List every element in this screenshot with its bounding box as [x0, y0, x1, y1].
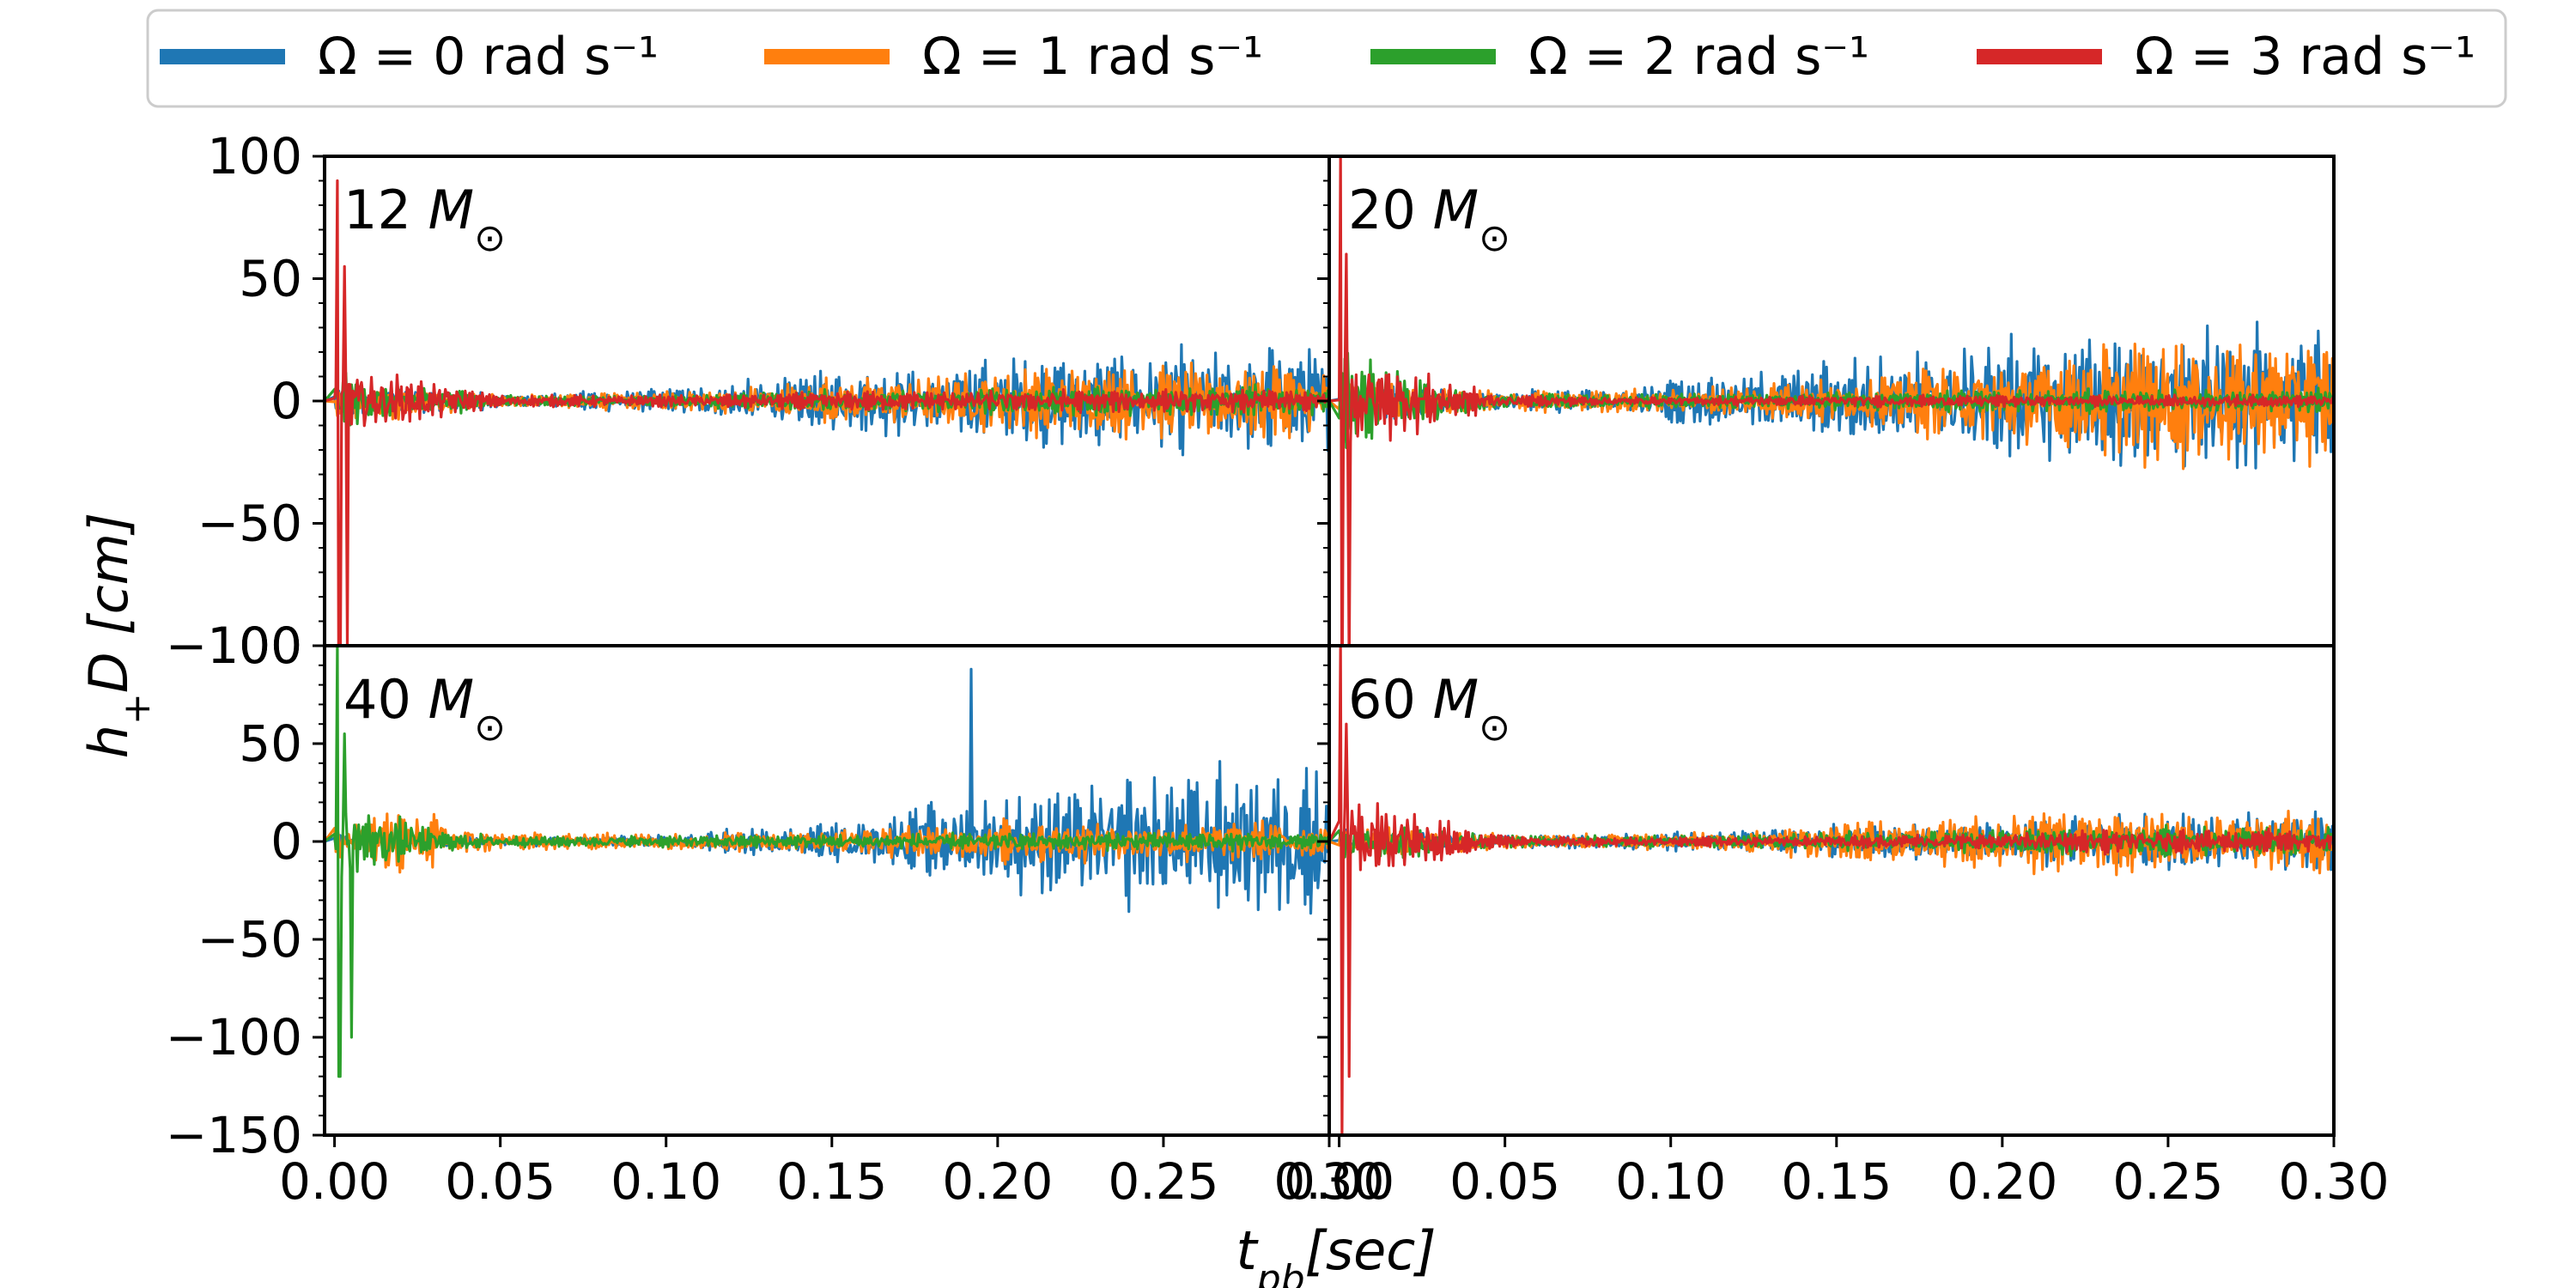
series-line-omega-3	[1329, 156, 2334, 646]
x-tick-label: 0.00	[279, 1152, 390, 1211]
series-line-omega-3	[325, 179, 1329, 646]
x-tick-label: 0.30	[1273, 1152, 1384, 1211]
y-tick-label: −50	[197, 910, 302, 969]
y-axis-title: h+D [cm]	[77, 513, 159, 758]
y-tick-label: −50	[197, 495, 302, 553]
legend-label-omega-2: Ω = 2 rad s⁻¹	[1528, 27, 1869, 87]
y-tick-label: 50	[239, 714, 302, 773]
x-tick-label: 0.25	[1108, 1152, 1218, 1211]
panel-20-msun: 20 M⊙	[1317, 155, 2336, 647]
x-tick-label: 0.15	[776, 1152, 887, 1211]
y-tick-label: 100	[207, 127, 302, 185]
x-tick-label: 0.20	[942, 1152, 1053, 1211]
series-line-omega-2	[325, 646, 1329, 1078]
panel-40-msun: 40 M⊙ −150 −100 −50 0 50 100 0.00 0.05 0.10 0.15 0.…	[166, 617, 1385, 1211]
y-tick-label: −100	[166, 617, 302, 675]
panel-label: 40 M⊙	[343, 668, 506, 750]
x-axis-title: tpb[sec]	[1236, 1219, 1436, 1288]
panel-label: 12 M⊙	[343, 179, 506, 260]
legend-label-omega-3: Ω = 3 rad s⁻¹	[2135, 27, 2476, 87]
y-tick-label: 0	[270, 372, 302, 430]
y-tick-label: −150	[166, 1106, 302, 1164]
y-tick-label: 0	[270, 812, 302, 871]
y-tick-label: −100	[166, 1008, 302, 1066]
legend: Ω = 0 rad s⁻¹ Ω = 1 rad s⁻¹ Ω = 2 rad s⁻¹ Ω…	[146, 9, 2507, 108]
panel-label: 20 M⊙	[1348, 179, 1510, 260]
y-tick-label: 100	[207, 617, 302, 675]
x-tick-label: 0.05	[1449, 1152, 1560, 1211]
x-tick-label: 0.20	[1947, 1152, 2057, 1211]
panel-60-msun: 60 M⊙ 0.00 0.05 0.10 0.15 0.20 0.25 0.30	[1284, 644, 2390, 1211]
legend-label-omega-0: Ω = 0 rad s⁻¹	[318, 27, 659, 87]
x-tick-label: 0.25	[2112, 1152, 2223, 1211]
x-tick-label: 0.10	[1615, 1152, 1726, 1211]
series-line-omega-3	[1329, 646, 2334, 1135]
x-tick-label: 0.00	[1284, 1152, 1394, 1211]
x-tick-label: 0.05	[445, 1152, 556, 1211]
x-tick-label: 0.30	[2278, 1152, 2389, 1211]
x-tick-label: 0.10	[611, 1152, 721, 1211]
panel-frame	[1327, 644, 2336, 1137]
legend-label-omega-1: Ω = 1 rad s⁻¹	[922, 27, 1263, 87]
panel-label: 60 M⊙	[1348, 668, 1510, 750]
legend-frame	[146, 9, 2507, 108]
panel-12-msun: 12 M⊙ −100 −50 0 50 100	[166, 127, 1331, 675]
y-tick-label: 50	[239, 250, 302, 308]
x-tick-label: 0.15	[1781, 1152, 1892, 1211]
